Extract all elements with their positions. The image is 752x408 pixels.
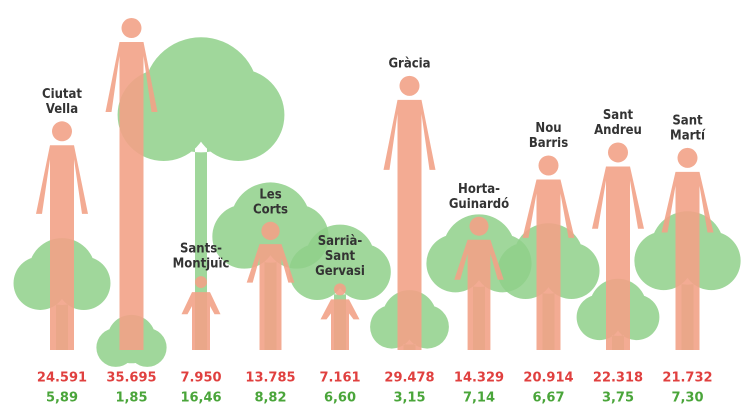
district-label: Ciutat (42, 87, 82, 102)
value-label: 7.161 (319, 371, 360, 386)
district-label: Montjuïc (173, 257, 230, 272)
value-label: 8,82 (254, 391, 286, 406)
district-label: Sant (603, 108, 634, 123)
district-label: Vella (46, 102, 78, 117)
person (182, 276, 221, 350)
district-label: Sant (672, 113, 703, 128)
value-label: 5,89 (46, 391, 78, 406)
value-label: 20.914 (523, 371, 573, 386)
value-label: 7,14 (463, 391, 495, 406)
district-label: Gervasi (315, 264, 365, 279)
district-label: Nou (535, 121, 561, 136)
district-label: Andreu (594, 123, 642, 138)
value-label: 7,30 (671, 391, 703, 406)
district-label: Gràcia (388, 56, 430, 71)
value-label: 13.785 (245, 371, 295, 386)
person (106, 18, 158, 350)
value-label: 21.732 (662, 371, 712, 386)
district-label: Les (259, 187, 281, 202)
page: CiutatVella Sants-Montjuïc LesCorts Sarrià-… (0, 0, 752, 408)
value-label: 14.329 (454, 371, 504, 386)
value-label: 6,60 (324, 391, 356, 406)
value-label: 16,46 (180, 391, 221, 406)
district-label: Martí (670, 128, 706, 143)
district-label: Corts (253, 202, 288, 217)
value-label: 7.950 (180, 371, 221, 386)
district-label: Sarrià- (318, 234, 363, 249)
district-label: Sants- (180, 242, 222, 257)
district-label: Barris (529, 136, 568, 151)
value-label: 3,15 (393, 391, 425, 406)
district-label: Sant (325, 249, 356, 264)
value-label: 6,67 (532, 391, 564, 406)
person (36, 121, 88, 350)
district-label: Guinardó (449, 197, 509, 212)
value-label: 22.318 (593, 371, 643, 386)
value-label: 35.695 (106, 371, 156, 386)
value-label: 24.591 (37, 371, 87, 386)
value-label: 1,85 (115, 391, 147, 406)
chart: CiutatVella Sants-Montjuïc LesCorts Sarrià-… (0, 0, 752, 408)
value-label: 3,75 (602, 391, 634, 406)
district-label: Horta- (458, 182, 500, 197)
value-label: 29.478 (384, 371, 434, 386)
